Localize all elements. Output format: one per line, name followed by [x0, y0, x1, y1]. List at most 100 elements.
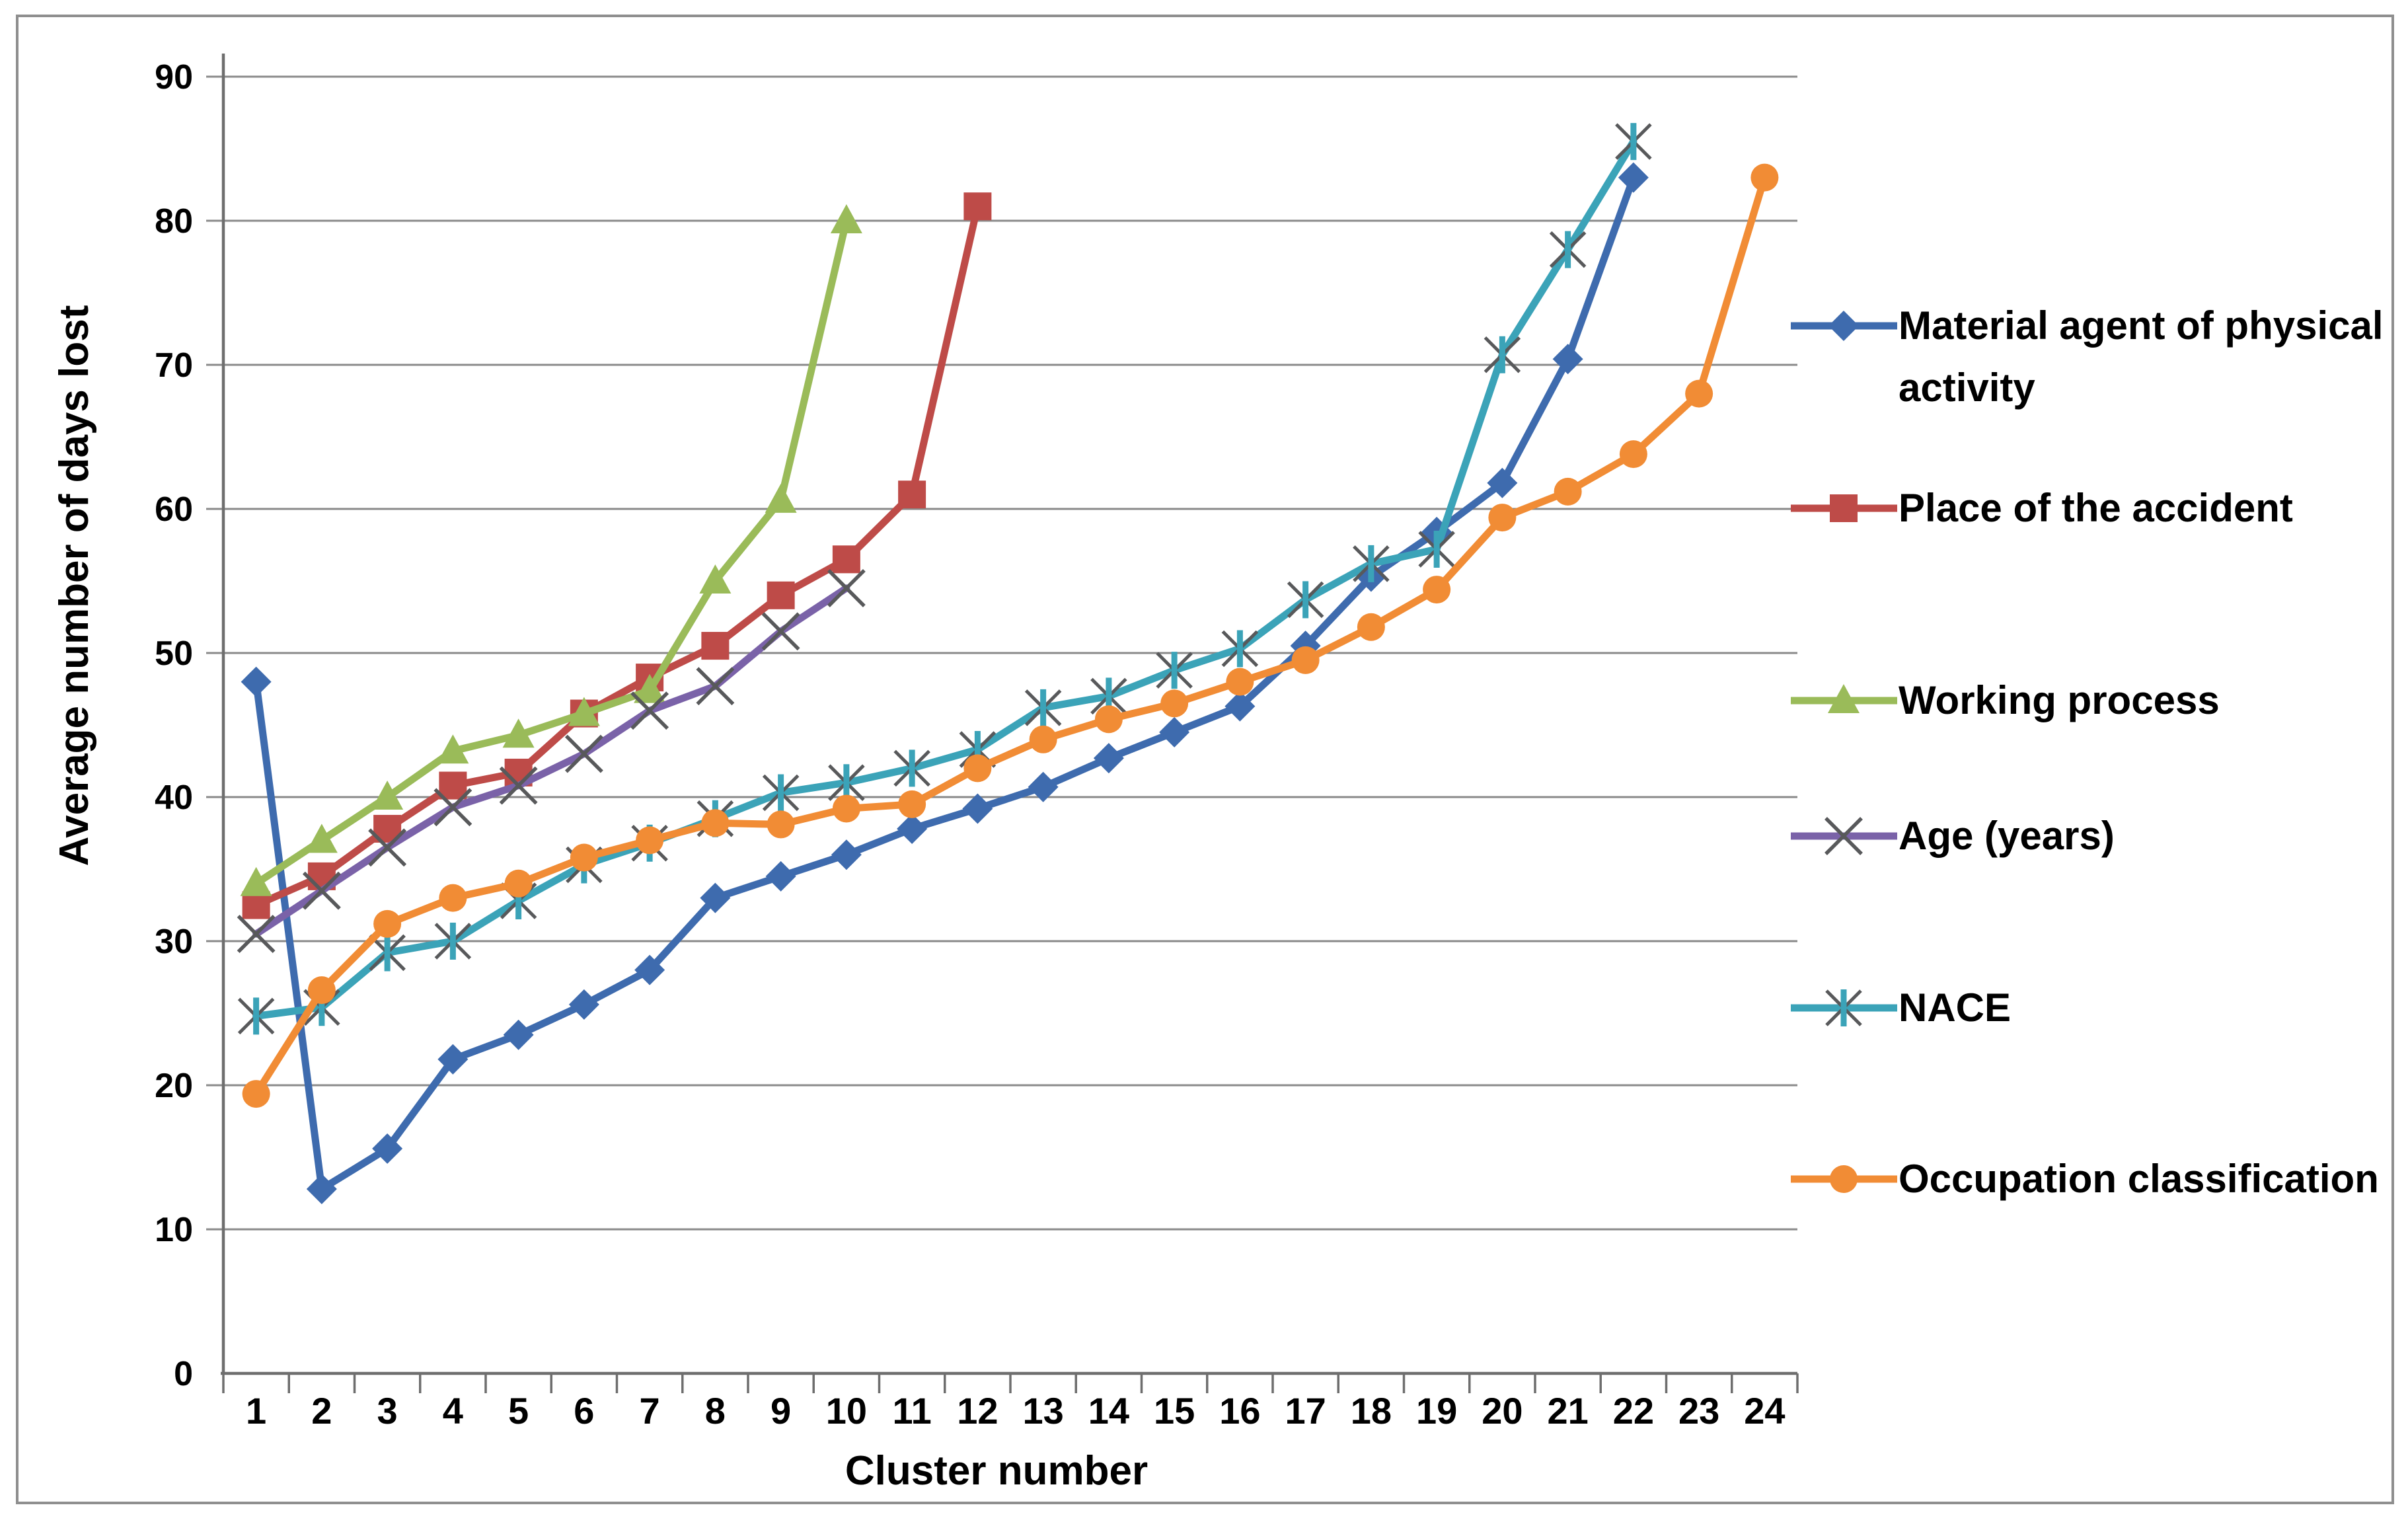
- series-4-marker-9: [762, 774, 800, 812]
- x-tick-label-19: 19: [1416, 1390, 1457, 1432]
- series-5-marker-11: [898, 790, 926, 818]
- y-tick-label-60: 60: [155, 490, 193, 529]
- series-0-marker-4: [437, 1044, 469, 1075]
- legend-marker-2-shape: [1828, 684, 1860, 713]
- series-5-marker-6-shape: [570, 843, 598, 872]
- series-0-marker-5-shape: [503, 1019, 534, 1050]
- x-tick-label-6: 6: [574, 1390, 594, 1432]
- x-axis-title: Cluster number: [845, 1448, 1148, 1494]
- y-tick-label-70: 70: [155, 346, 193, 385]
- series-4-marker-3: [369, 934, 406, 972]
- x-tick-label-11: 11: [893, 1390, 932, 1432]
- series-1-marker-12: [963, 192, 992, 221]
- y-tick-label-30: 30: [155, 923, 193, 961]
- series-5-marker-4-shape: [439, 884, 467, 912]
- series-5-marker-23-shape: [1685, 379, 1713, 408]
- series-0-marker-16-shape: [1224, 691, 1256, 722]
- series-1-marker-4-shape: [439, 771, 467, 800]
- series-3-marker-8-shape: [696, 667, 735, 706]
- series-line-0: [252, 174, 1637, 1193]
- series-0-marker-12: [962, 793, 993, 824]
- x-tick-label-13: 13: [1022, 1390, 1063, 1432]
- legend-label-3: Age (years): [1899, 814, 2115, 858]
- series-0-marker-8-shape: [700, 882, 731, 913]
- series-line-3: [252, 584, 850, 938]
- figure-border: 0 10 20 30 40 50 60 70 80 90 1 2 3 4 5 6 7 8 9 10 11 12 13 14 15…: [16, 15, 2394, 1504]
- series-2-marker-5: [502, 718, 535, 748]
- x-tick-label-21: 21: [1547, 1390, 1588, 1432]
- series-5-marker-7-shape: [636, 826, 664, 855]
- x-tick-label-17: 17: [1285, 1390, 1326, 1432]
- series-5-marker-3-shape: [373, 909, 402, 938]
- series-2-marker-9-shape: [765, 483, 797, 513]
- series-5-marker-17-shape: [1291, 646, 1320, 674]
- y-tick-label-50: 50: [155, 634, 193, 673]
- series-5-marker-2-shape: [307, 976, 336, 1005]
- series-5-marker-1-shape: [242, 1080, 270, 1108]
- series-5-marker-5: [504, 869, 533, 898]
- legend-item-0: Material agent of physical activity: [1789, 295, 2407, 419]
- y-tick-label-90: 90: [155, 58, 193, 96]
- series-0-marker-10-shape: [831, 839, 862, 870]
- series-3-marker-10-shape: [827, 568, 866, 607]
- legend-label-1: Place of the accident: [1899, 486, 2293, 530]
- series-line-4: [252, 137, 1637, 1020]
- series-5-marker-17: [1291, 646, 1320, 674]
- series-0-marker-6: [568, 989, 599, 1020]
- x-tick-label-9: 9: [771, 1390, 791, 1432]
- series-3-marker-9-shape: [761, 612, 800, 651]
- series-3-marker-9: [761, 612, 800, 651]
- series-1-marker-11-shape: [898, 480, 926, 509]
- series-5-marker-19: [1423, 576, 1451, 604]
- x-tick-label-1: 1: [246, 1390, 266, 1432]
- series-2-marker-7: [634, 673, 666, 703]
- series-2-marker-2-shape: [305, 824, 338, 853]
- series-0-marker-9-shape: [765, 861, 796, 892]
- y-axis-title: Average number of days lost: [52, 305, 97, 866]
- x-tick-label-14: 14: [1088, 1390, 1129, 1432]
- chart-legend: Material agent of physical activity Place…: [1789, 17, 2408, 1534]
- legend-item-1: Place of the accident: [1789, 477, 2407, 539]
- x-tick-label-16: 16: [1219, 1390, 1260, 1432]
- series-0-marker-7: [634, 954, 665, 985]
- series-5-marker-13: [1029, 725, 1057, 753]
- series-1-marker-10-shape: [832, 545, 860, 574]
- series-5-marker-10: [832, 794, 860, 823]
- series-0-marker-10: [831, 839, 862, 870]
- series-5-marker-11-shape: [898, 790, 926, 818]
- series-0-marker-16: [1224, 691, 1256, 722]
- legend-marker-5: [1830, 1165, 1858, 1193]
- y-tick-label-40: 40: [155, 779, 193, 817]
- series-3-marker-10: [827, 568, 866, 607]
- series-0-marker-3-shape: [372, 1133, 403, 1164]
- series-5-marker-24-shape: [1750, 163, 1779, 192]
- legend-label-0: Material agent of physical activity: [1899, 303, 2384, 410]
- series-0-marker-12-shape: [962, 793, 993, 824]
- series-5-marker-12-shape: [963, 754, 992, 783]
- series-5-marker-18-shape: [1357, 613, 1385, 641]
- series-5-marker-15-shape: [1160, 689, 1189, 718]
- series-2-marker-8: [699, 564, 732, 594]
- series-1-marker-9: [767, 581, 795, 609]
- series-0-marker-1: [241, 666, 272, 697]
- series-2-marker-9: [765, 483, 797, 513]
- series-5-marker-21: [1554, 477, 1582, 506]
- series-5-marker-20: [1488, 504, 1517, 532]
- legend-label-5: Occupation classification: [1899, 1157, 2379, 1201]
- series-5-marker-7: [636, 826, 664, 855]
- series-2-marker-4: [437, 734, 469, 764]
- series-0-marker-9: [765, 861, 796, 892]
- series-5-marker-4: [439, 884, 467, 912]
- series-0-marker-2-shape: [306, 1173, 337, 1204]
- series-4-marker-4: [434, 923, 472, 960]
- series-5-marker-12: [963, 754, 992, 783]
- x-tick-label-15: 15: [1154, 1390, 1195, 1432]
- legend-marker-3: [1825, 817, 1863, 855]
- series-1-marker-4: [439, 771, 467, 800]
- series-3-marker-7: [630, 691, 669, 730]
- y-tick-label-10: 10: [155, 1211, 193, 1249]
- x-tick-label-24: 24: [1744, 1390, 1785, 1432]
- series-0-marker-15-shape: [1159, 716, 1190, 748]
- series-4-marker-21: [1549, 231, 1587, 268]
